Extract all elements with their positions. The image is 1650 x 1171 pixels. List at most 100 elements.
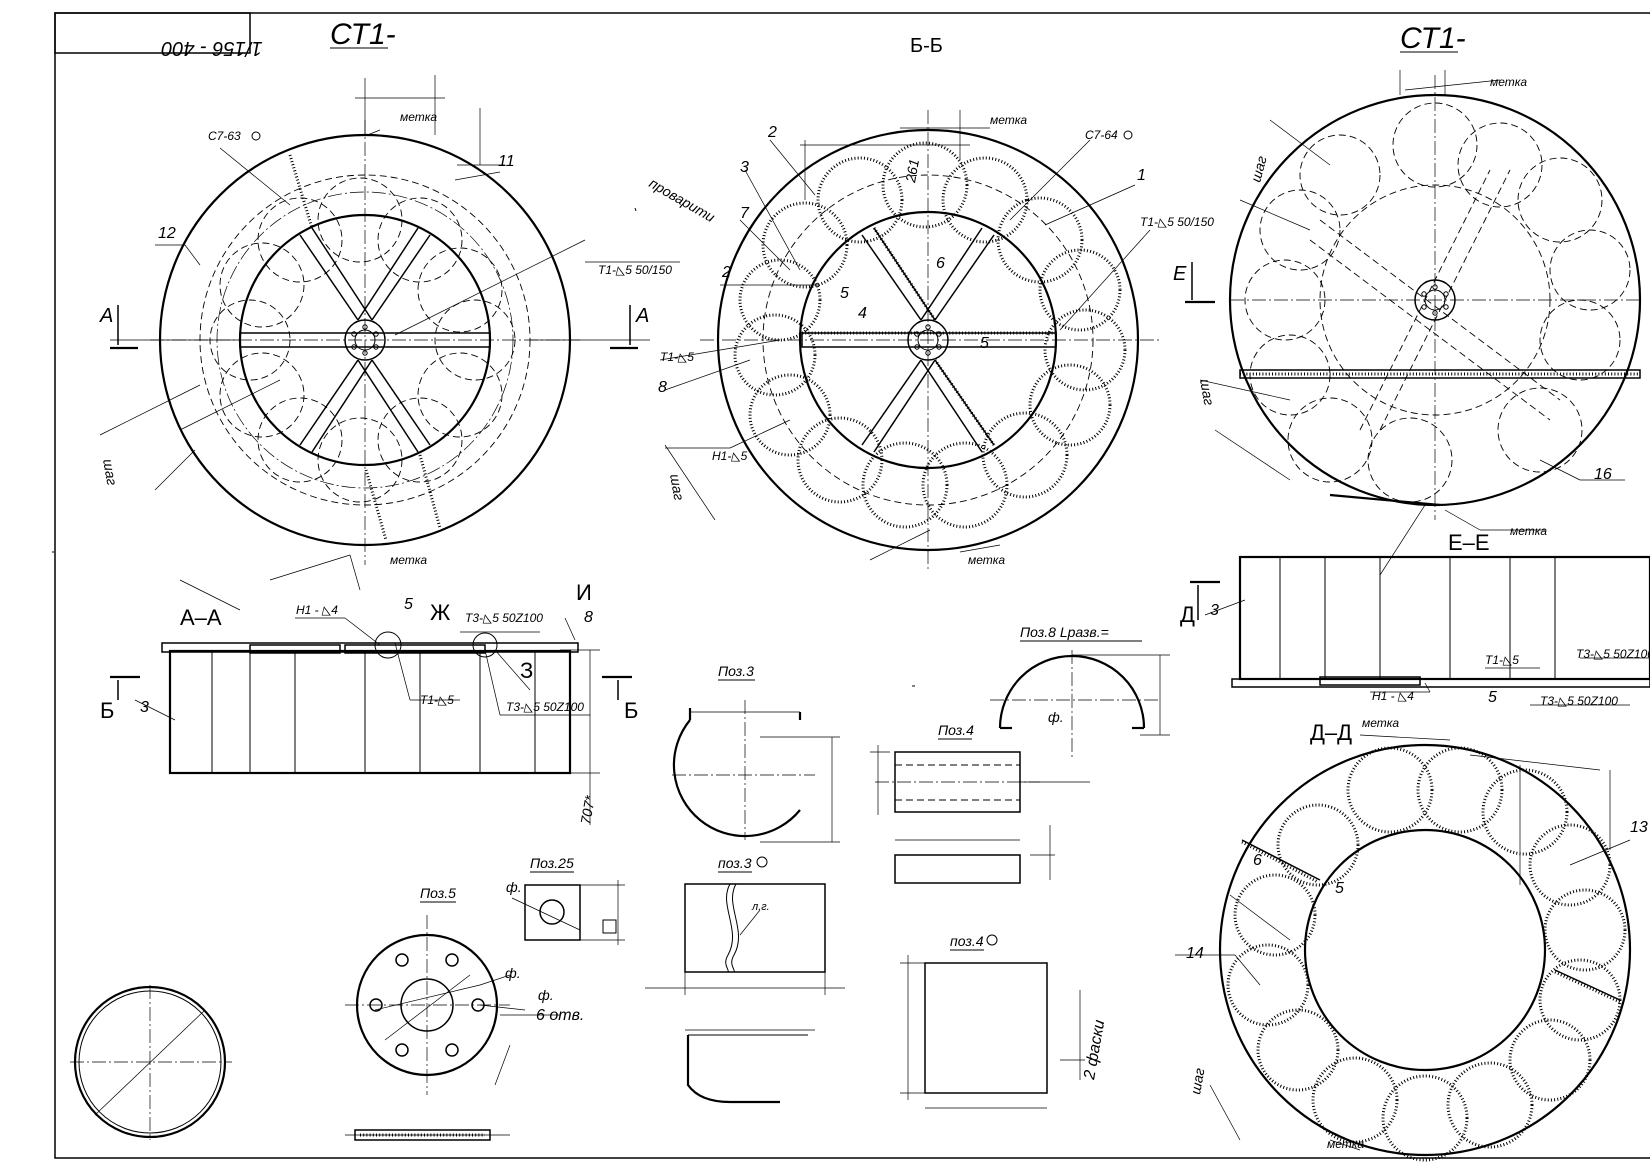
marker-B-left: Б — [100, 698, 114, 723]
section-bb-title: Б-Б — [910, 35, 943, 57]
shag-label-left: шаг — [100, 458, 120, 487]
section-ee-title: Е–Е — [1448, 530, 1490, 555]
chamfers-label: 2 фаски — [1081, 1018, 1108, 1081]
dim-707: 707* — [577, 794, 598, 826]
callout-14: 14 — [1186, 945, 1204, 962]
callout-7: 7 — [740, 205, 750, 222]
callout-5-bb: 5 — [840, 285, 849, 302]
callout-8-bb: 8 — [658, 379, 667, 396]
section-aa-title: А–А — [180, 605, 222, 630]
detail-pos4: Поз.4 — [870, 722, 1090, 884]
title-stamp: 1/156 - 400 — [54, 12, 263, 59]
callout-8-aa: 8 — [584, 609, 593, 626]
pos3-title: Поз.3 — [718, 663, 754, 679]
callout-4-bb: 4 — [858, 305, 867, 322]
marker-A-left: А — [99, 305, 113, 327]
weld-t1-5-bb: Т1-◺5 — [660, 350, 694, 364]
callout-13: 13 — [1630, 819, 1648, 836]
holes-label: 6 отв. — [536, 1007, 584, 1024]
metka-label-bb: метка — [990, 113, 1027, 127]
callout-3-bb: 3 — [740, 159, 749, 176]
callout-3-ee: 3 — [1210, 602, 1219, 619]
metka-label-bottom: метка — [390, 553, 427, 567]
doc-number: 1/156 - 400 — [161, 37, 262, 59]
detail-pos3: Поз.3 — [672, 663, 840, 843]
front-view-left: метка метка С7-63 Т1-◺5 50/150 11 12 шаг… — [99, 75, 680, 611]
callout-5-bb-right: 5 — [980, 335, 989, 352]
callout-5-ee: 5 — [1488, 689, 1497, 706]
section-dd-title: Д–Д — [1310, 720, 1352, 745]
weld-t1-50-150-left: Т1-◺5 50/150 — [598, 263, 672, 277]
callout-5-aa: 5 — [404, 596, 413, 613]
view-title-right: СТ1- — [1400, 22, 1466, 55]
detail-pos5: Поз.5 ф. ф. 6 отв. — [345, 885, 584, 1141]
callout-2-mid: 2 — [721, 264, 731, 281]
weld-t3-aa-top: Т3-◺5 50Z100 — [465, 611, 543, 625]
detail-pos8: Поз.8 Lразв.= ф. — [990, 624, 1170, 760]
callout-12: 12 — [158, 225, 176, 242]
weld-t1-5-ee: Т1-◺5 — [1485, 653, 1519, 667]
weld-h1-4-ee: Н1 - ◺4 — [1372, 689, 1414, 703]
front-view-right: метка метка 16 шаг шаг Е — [1173, 70, 1642, 576]
weld-c7-63: С7-63 — [208, 129, 241, 143]
metka-label: метка — [400, 110, 437, 124]
phi-pos5-holes: ф. — [538, 987, 554, 1003]
pos8-title: Поз.8 Lразв.= — [1020, 624, 1109, 640]
section-ee-view: Е–Е Т1-◺5 Н1 - ◺4 Т3-◺5 50Z100 Т3-◺5 50Z… — [1180, 530, 1650, 708]
detail-pos3-flat: поз.3 л.г. — [645, 855, 845, 1104]
view-title-left: СТ1- — [330, 18, 396, 51]
pos4-title: Поз.4 — [938, 722, 974, 738]
marker-B-right: Б — [624, 698, 638, 723]
metka-label-dd-bottom: метка — [1327, 1137, 1364, 1151]
phi-pos8: ф. — [1048, 709, 1064, 725]
scan-marks — [52, 207, 915, 687]
provarit-label: проварити — [647, 175, 718, 226]
weld-h1-5-bb: Н1-◺5 — [712, 449, 748, 463]
dim-261: 261 — [902, 158, 922, 185]
metka-label-right-bottom: метка — [1510, 524, 1547, 538]
section-dd-view: Д–Д метка метка 13 14 6 5 — [1175, 716, 1648, 1162]
metka-label-bb-bottom: метка — [968, 553, 1005, 567]
shag-label-right-mid: шаг — [1197, 378, 1217, 407]
pos3-flat-title: поз.3 — [718, 855, 752, 871]
callout-3-aa: 3 — [140, 699, 149, 716]
weld-c7-64: С7-64 — [1085, 128, 1118, 142]
weld-t3-ee-top: Т3-◺5 50Z100 — [1576, 647, 1650, 661]
detail-pos25: Поз.25 ф. — [506, 855, 625, 945]
sheet-frame — [54, 12, 1650, 1159]
callout-1: 1 — [1137, 167, 1146, 184]
metka-label-dd-top: метка — [1362, 716, 1399, 730]
marker-Zh: Ж — [430, 600, 451, 625]
marker-I: И — [576, 580, 592, 605]
phi-pos5-outer: ф. — [505, 965, 521, 981]
callout-5-dd: 5 — [1335, 880, 1344, 897]
weld-t3-ee-bottom: Т3-◺5 50Z100 — [1540, 694, 1618, 708]
callout-6-bb: 6 — [936, 255, 945, 272]
weld-t1-50-150-bb: Т1-◺5 50/150 — [1140, 215, 1214, 229]
shag-label-right-top: шаг — [1247, 154, 1269, 184]
metka-label-right: метка — [1490, 75, 1527, 89]
pos25-title: Поз.25 — [530, 855, 574, 871]
callout-16: 16 — [1594, 466, 1612, 483]
callout-11: 11 — [498, 153, 515, 170]
detail-disc — [70, 985, 232, 1140]
weld-t3-aa-bottom: Т3-◺5 50Z100 — [506, 700, 584, 714]
lg-label: л.г. — [751, 901, 770, 913]
phi-pos25: ф. — [506, 879, 522, 895]
pos5-title: Поз.5 — [420, 885, 456, 901]
shag-label-bb: шаг — [667, 473, 687, 502]
pos4-flat-title: поз.4 — [950, 933, 984, 949]
callout-6-dd: 6 — [1253, 852, 1262, 869]
marker-E: Е — [1173, 263, 1187, 285]
marker-A-right: А — [635, 305, 649, 327]
shag-label-dd: шаг — [1187, 1067, 1207, 1096]
marker-D: Д — [1180, 602, 1195, 627]
marker-Z: З — [520, 658, 533, 683]
detail-pos4-flat: поз.4 2 фаски — [900, 933, 1108, 1109]
weld-h1-4-aa: Н1 - ◺4 — [296, 603, 338, 617]
callout-2-top: 2 — [767, 124, 777, 141]
section-bb-view: Б-Б — [647, 35, 1214, 570]
weld-t1-5-aa: Т1-◺5 — [420, 693, 454, 707]
section-aa-view: А–А Н1 - ◺4 Т3-◺5 50Z100 Т1-◺5 Т3-◺5 50Z… — [100, 580, 638, 826]
